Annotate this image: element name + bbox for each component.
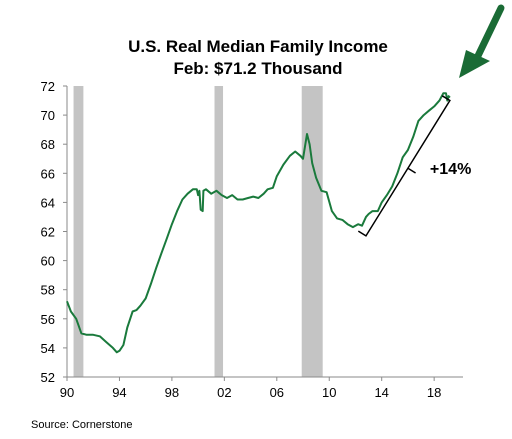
recession-bands	[73, 86, 323, 377]
x-tick-label: 06	[270, 385, 284, 400]
x-tick-label: 10	[322, 385, 336, 400]
recession-band	[214, 86, 224, 377]
y-tick-label: 72	[41, 79, 55, 94]
chart-subtitle: Feb: $71.2 Thousand	[173, 59, 342, 78]
arrow-pointer-icon	[459, 4, 505, 78]
recession-band	[301, 86, 323, 377]
recession-band	[73, 86, 84, 377]
x-tick-label: 14	[374, 385, 388, 400]
growth-annotation: +14%	[357, 95, 471, 237]
annotation-bracket-tip	[407, 167, 416, 174]
plot-axes: 52 54 56 58 60 62 64 66 68 70 72 90 94 98 02 06 10 14 18	[41, 79, 463, 400]
income-series-line	[66, 92, 451, 354]
source-note: Source: Cornerstone	[31, 419, 133, 431]
y-tick-label: 62	[41, 225, 55, 240]
annotation-label: +14%	[430, 161, 471, 178]
y-tick-label: 64	[41, 195, 55, 210]
x-tick-label: 02	[217, 385, 231, 400]
series-lines	[66, 92, 451, 354]
x-tick-label: 90	[60, 385, 74, 400]
x-tick-label: 18	[427, 385, 441, 400]
annotation-bracket	[357, 95, 451, 237]
x-tick-label: 98	[165, 385, 179, 400]
y-tick-label: 58	[41, 283, 55, 298]
y-tick-label: 52	[41, 370, 55, 385]
y-tick-label: 68	[41, 137, 55, 152]
y-tick-label: 60	[41, 254, 55, 269]
y-tick-label: 54	[41, 341, 55, 356]
y-tick-label: 70	[41, 108, 55, 123]
chart-title: U.S. Real Median Family Income	[128, 37, 388, 56]
y-tick-label: 56	[41, 312, 55, 327]
x-tick-label: 94	[112, 385, 126, 400]
y-tick-label: 66	[41, 166, 55, 181]
